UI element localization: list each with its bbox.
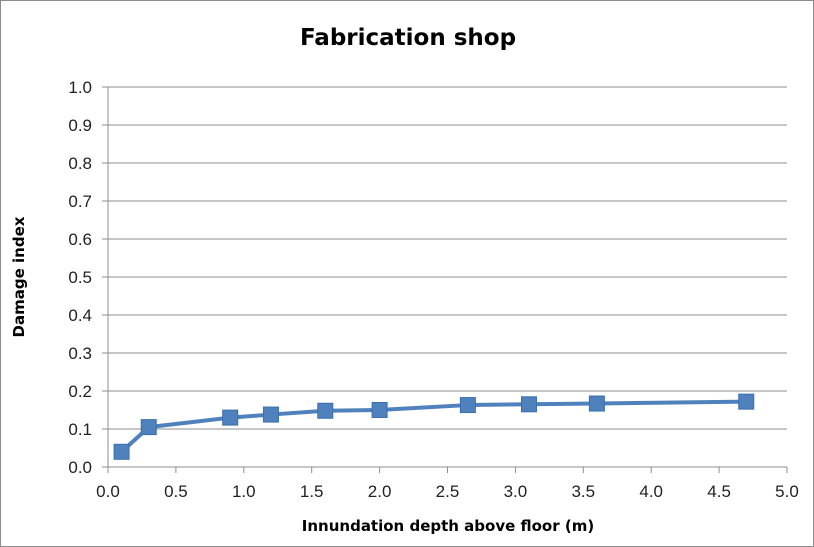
data-point-marker	[222, 409, 239, 426]
y-tick-label: 0.0	[68, 458, 92, 477]
y-tick-label: 1.0	[68, 78, 92, 97]
x-tick-label: 1.0	[232, 482, 256, 501]
y-tick-label: 0.6	[68, 230, 92, 249]
x-tick-label: 4.5	[707, 482, 731, 501]
chart-title: Fabrication shop	[300, 25, 516, 51]
y-tick-label: 0.3	[68, 344, 92, 363]
series-line	[120, 399, 747, 454]
x-tick-label: 4.0	[639, 482, 663, 501]
x-axis-title: Innundation depth above floor (m)	[302, 517, 594, 535]
data-point-marker	[140, 419, 157, 436]
x-tick-label: 0.0	[96, 482, 120, 501]
data-point-marker	[588, 395, 605, 412]
series	[113, 393, 755, 460]
axes	[102, 86, 788, 473]
data-point-marker	[459, 397, 476, 414]
x-tick-label: 2.5	[436, 482, 460, 501]
gridlines	[108, 86, 787, 430]
x-tick-label: 2.0	[368, 482, 392, 501]
x-tick-label: 0.5	[164, 482, 188, 501]
data-point-marker	[113, 443, 130, 460]
y-tick-label: 0.8	[68, 154, 92, 173]
y-axis-title: Damage index	[10, 216, 28, 337]
x-tick-label: 3.5	[571, 482, 595, 501]
y-tick-label: 0.2	[68, 382, 92, 401]
data-point-marker	[317, 402, 334, 419]
tick-labels: 0.0 0.1 0.2 0.3 0.4 0.5 0.6 0.7 0.8 0.9 1.0 0.0 0.5 1…	[68, 78, 798, 501]
y-tick-label: 0.9	[68, 116, 92, 135]
y-tick-label: 0.5	[68, 268, 92, 287]
data-point-marker	[738, 393, 755, 410]
y-tick-label: 0.4	[68, 306, 92, 325]
x-tick-label: 3.0	[504, 482, 528, 501]
y-tick-label: 0.1	[68, 420, 92, 439]
x-tick-label: 5.0	[775, 482, 799, 501]
y-tick-label: 0.7	[68, 192, 92, 211]
x-tick-label: 1.5	[300, 482, 324, 501]
data-point-marker	[520, 396, 537, 413]
data-point-marker	[371, 402, 388, 418]
data-point-marker	[262, 406, 279, 423]
